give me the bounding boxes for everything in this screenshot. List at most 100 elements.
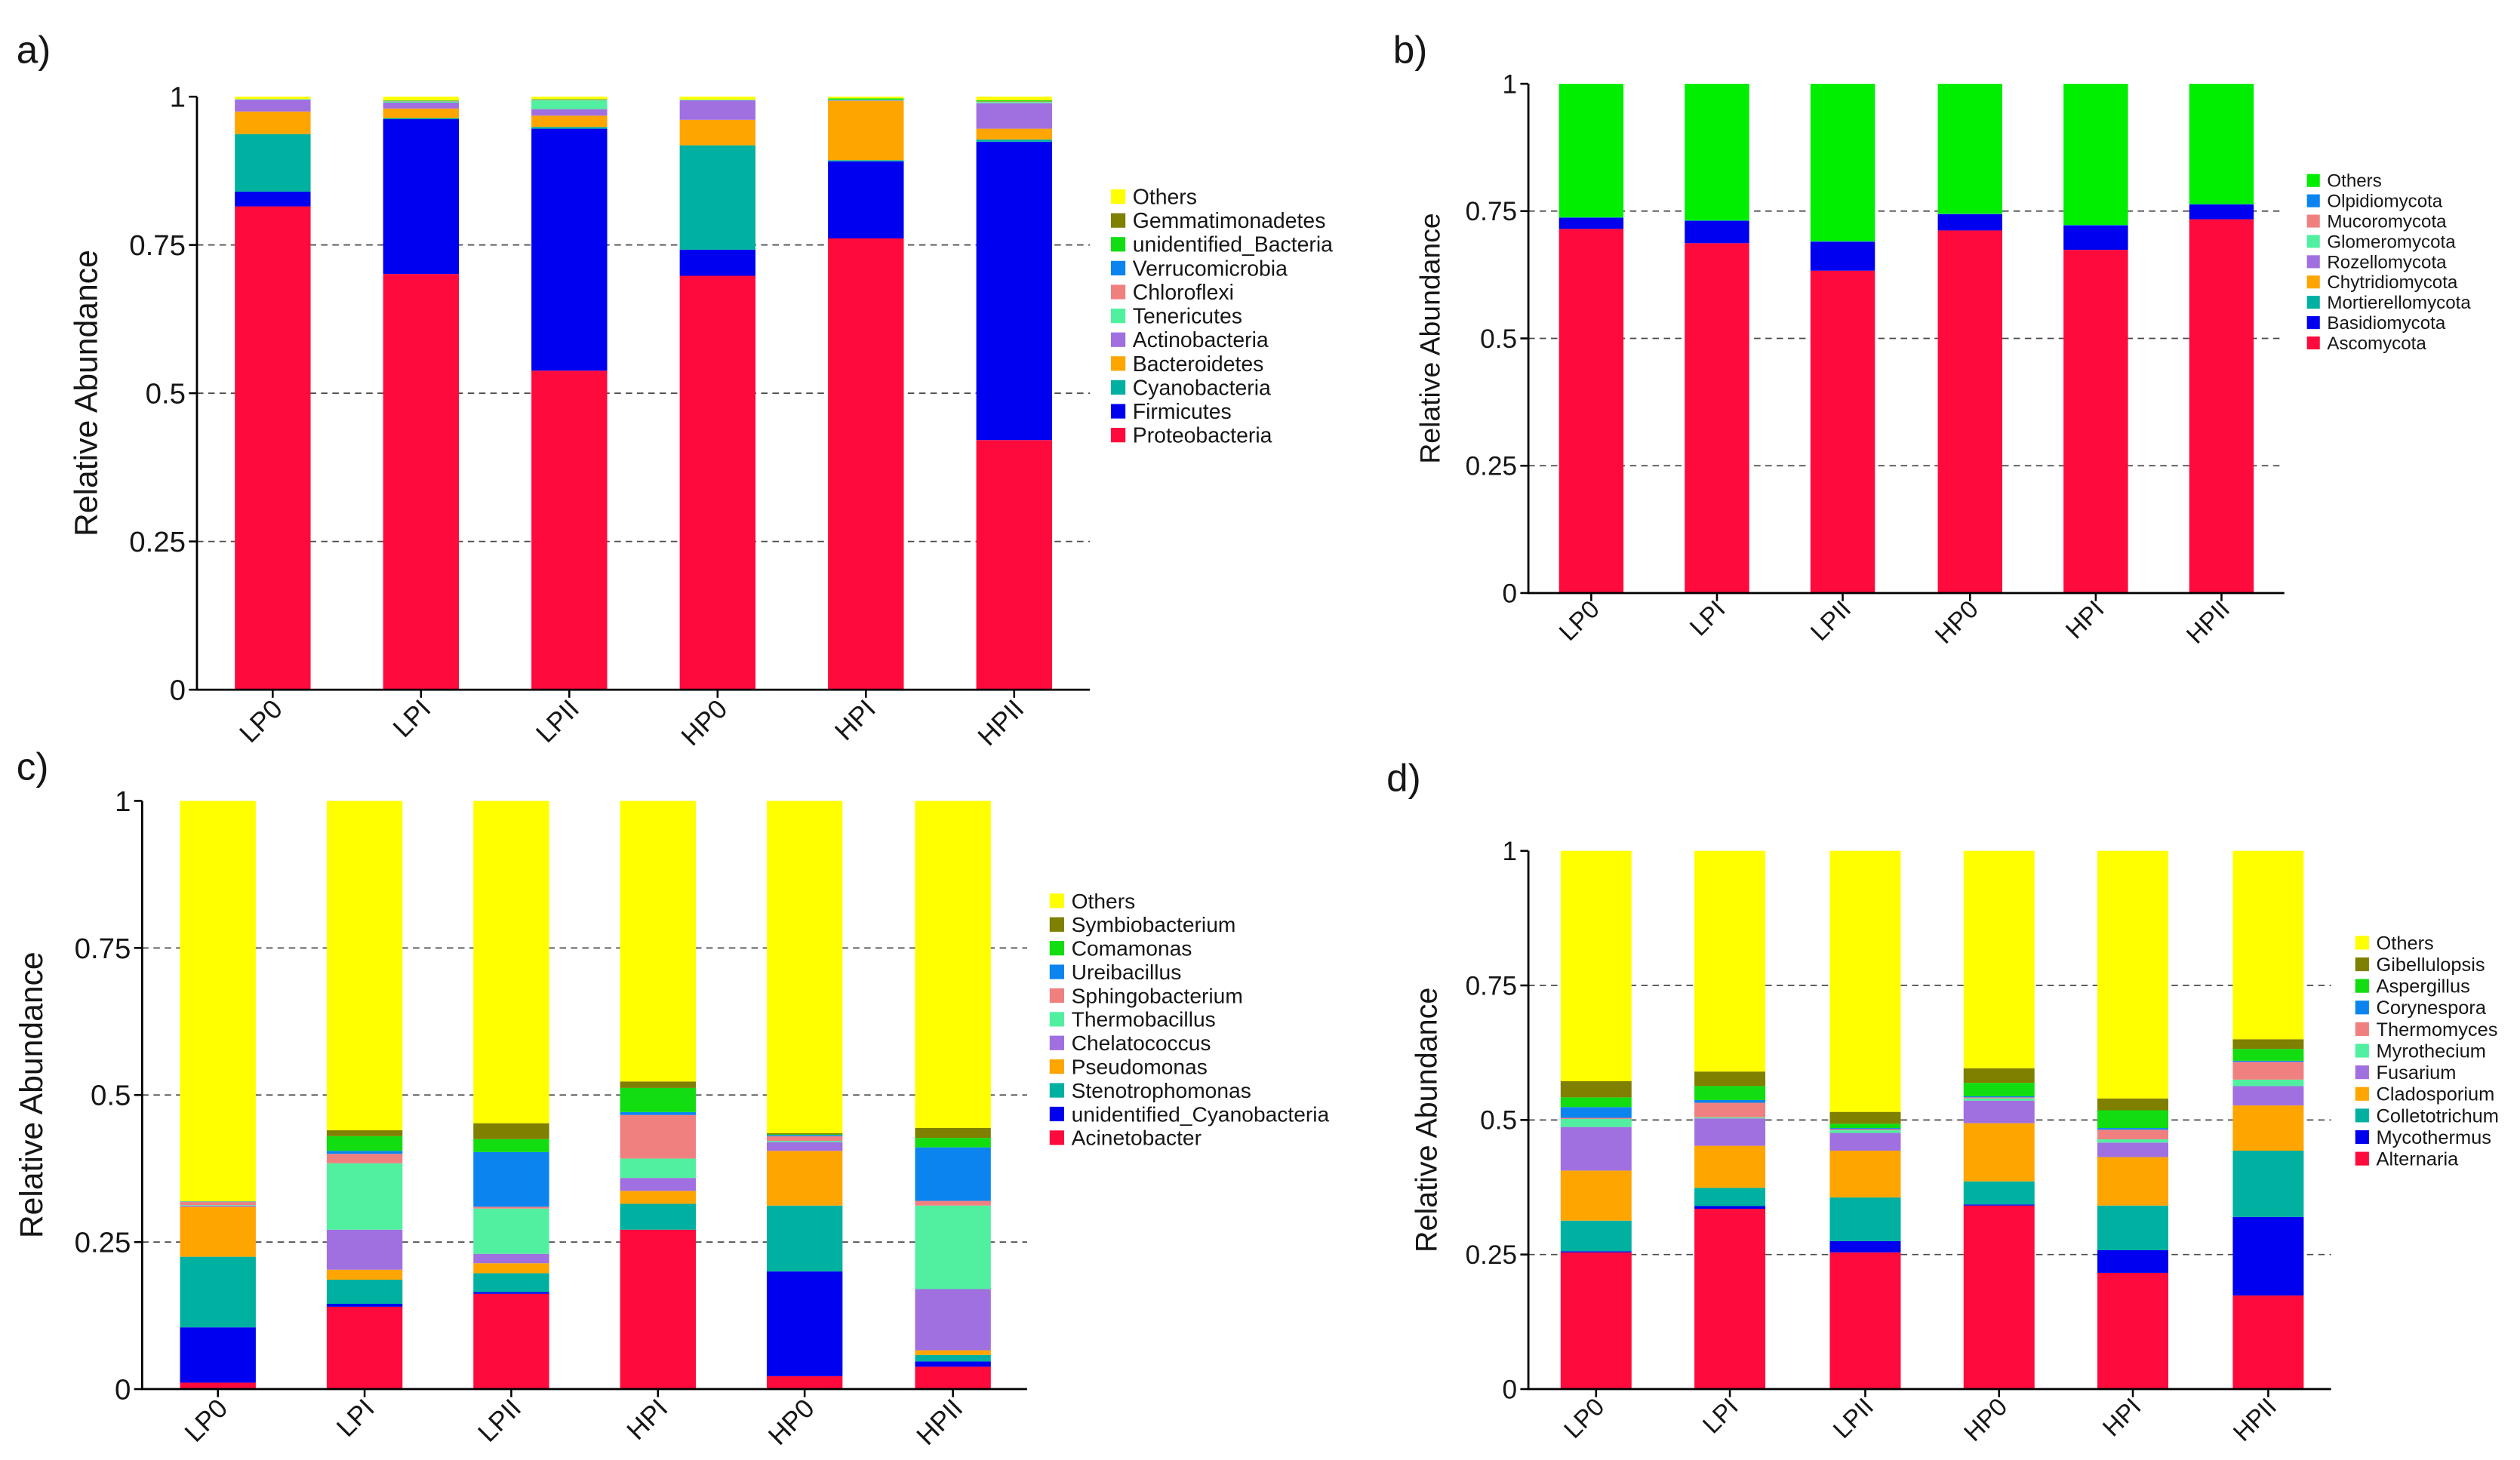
bar-segment-lpii-proteobacteria [531, 370, 608, 690]
legend-label: Ascomycota [2327, 333, 2426, 354]
bars [1560, 850, 2304, 1390]
bar-segment-hp0-myrothecium [1963, 1098, 2035, 1101]
bar-segment-lp0-ureibacillus [180, 1201, 256, 1203]
bar-segment-lpii-chelatococcus [473, 1253, 549, 1264]
bar-segment-hpii-corynespora [2232, 1060, 2304, 1062]
legend-swatch [2355, 957, 2369, 972]
legend-swatch [2306, 275, 2320, 289]
bar-segment-lpii-basidiomycota [1810, 241, 1875, 271]
bar-segment-hp0-bacteroidetes [679, 119, 756, 146]
y-tick-label: 0 [115, 1373, 131, 1406]
legend-item-others: Others [2355, 933, 2434, 954]
bar-segment-lp0-acinetobacter [180, 1382, 256, 1390]
bar-segment-hp0-ascomycota [1937, 230, 2003, 593]
legend-label: Gemmatimonadetes [1133, 209, 1326, 233]
legend-item-colletotrichum: Colletotrichum [2355, 1105, 2499, 1127]
bar-segment-hpii-ascomycota [2189, 219, 2254, 593]
bar-segment-lpi-symbiobacterium [326, 1130, 403, 1136]
legend-item-verrucomicrobia: Verrucomicrobia [1110, 257, 1288, 281]
bar-segment-lpi-ureibacillus [326, 1151, 403, 1154]
legend-swatch [1049, 988, 1065, 1004]
bar-segment-lp0-thermobacillus [180, 1205, 256, 1206]
legend-swatch [1049, 893, 1065, 908]
bar-segment-hpii-thermomyces [2232, 1062, 2304, 1080]
bar-segment-lpi-pseudomonas [326, 1269, 403, 1280]
legend-swatch [2355, 1065, 2369, 1080]
legend-swatch [2355, 1087, 2369, 1101]
bar-segment-hpi-gibellulopsis [2097, 1098, 2169, 1111]
bar-segment-lpi-fusarium [1694, 1118, 1766, 1146]
legend-label: Ureibacillus [1072, 960, 1182, 984]
legend-label: Others [2327, 171, 2381, 192]
bar-segment-hpii-actinobacteria [976, 103, 1052, 129]
legend-swatch [2306, 174, 2320, 187]
bar-segment-hpii-comamonas [915, 1138, 991, 1148]
bars [1558, 84, 2254, 593]
bar-segment-hp0-basidiomycota [1937, 214, 2003, 231]
legend-label: Colletotrichum [2377, 1105, 2499, 1127]
bar-segment-hpii-symbiobacterium [915, 1127, 991, 1139]
bar-segment-lpi-unidentified-cyanobacteria [326, 1303, 403, 1307]
bar-segment-lpi-stenotrophomonas [326, 1280, 403, 1304]
bar-segment-hpi-acinetobacter [620, 1229, 696, 1390]
bar-segment-lp0-firmicutes [235, 191, 311, 207]
legend-label: Fusarium [2377, 1062, 2457, 1083]
bar-segment-hpii-alternaria [2232, 1295, 2304, 1390]
bar-segment-hpi-cyanobacteria [828, 160, 904, 161]
legend-label: Thermomyces [2377, 1019, 2498, 1040]
bar-segment-hp0-corynespora [1963, 1096, 2035, 1098]
legend-swatch [2306, 296, 2320, 309]
bar-segment-lpi-others [383, 97, 460, 100]
bar-segment-lp0-alternaria [1560, 1252, 1632, 1390]
legend-label: Mycothermus [2377, 1127, 2491, 1148]
legend-swatch [2355, 979, 2369, 993]
bar-segment-hpii-chelatococcus [915, 1289, 991, 1351]
legend-label: Rozellomycota [2327, 252, 2447, 272]
legend-item-ascomycota: Ascomycota [2306, 333, 2426, 354]
legend-item-gemmatimonadetes: Gemmatimonadetes [1110, 209, 1326, 233]
bar-segment-hp0-ureibacillus [766, 1135, 843, 1136]
legend-label: Bacteroidetes [1133, 352, 1264, 377]
legend-swatch [2306, 316, 2320, 330]
legend-label: Gibellulopsis [2377, 954, 2485, 976]
bar-segment-lp0-cladosporium [1560, 1170, 1632, 1221]
bar-segment-hpii-ureibacillus [915, 1147, 991, 1201]
legend-label: Verrucomicrobia [1133, 257, 1288, 281]
bar-segment-lp0-cyanobacteria [235, 134, 311, 192]
bar-segment-hpi-corynespora [2097, 1128, 2169, 1130]
bar-segment-lp0-proteobacteria [235, 206, 311, 690]
bar-segment-lpi-myrothecium [1694, 1117, 1766, 1119]
panel-label: a) [17, 28, 51, 71]
legend-swatch [1110, 356, 1126, 371]
bar-segment-hpii-proteobacteria [976, 440, 1052, 690]
bar-segment-lpi-proteobacteria [383, 274, 460, 690]
y-tick-label: 0 [170, 675, 186, 707]
bar-segment-lp0-myrothecium [1560, 1118, 1632, 1127]
y-tick-label: 0.75 [75, 933, 131, 965]
bar-segment-hpii-mycothermus [2232, 1216, 2304, 1296]
bar-segment-hpi-fusarium [2097, 1142, 2169, 1157]
legend-label: Basidiomycota [2327, 313, 2445, 333]
bar-segment-hp0-stenotrophomonas [766, 1205, 843, 1272]
legend-swatch [1049, 1083, 1065, 1098]
bar-segment-hpii-others [2189, 84, 2254, 204]
bar-segment-lpi-comamonas [326, 1136, 403, 1151]
bar-segment-lpii-cyanobacteria [531, 127, 608, 129]
bar-segment-lpi-cyanobacteria [383, 118, 460, 120]
y-tick-label: 0.75 [1466, 197, 1518, 226]
bar-segment-lpi-thermomyces [1694, 1102, 1766, 1117]
bar-segment-lpii-thermomyces [1829, 1129, 1901, 1130]
legend-item-chytridiomycota: Chytridiomycota [2306, 272, 2458, 293]
legend-item-olpidiomycota: Olpidiomycota [2306, 192, 2443, 212]
bar-segment-lp0-fusarium [1560, 1127, 1632, 1171]
bar-segment-hpi-actinobacteria [828, 100, 904, 101]
legend-swatch [1049, 1130, 1065, 1145]
bar-segment-hpi-ureibacillus [620, 1111, 696, 1115]
bar-segment-lpii-unidentified-cyanobacteria [473, 1292, 549, 1294]
bar-segment-hpi-others [2063, 84, 2128, 226]
legend-item-firmicutes: Firmicutes [1110, 400, 1232, 424]
bar-segment-lp0-others [235, 97, 311, 100]
bar-segment-hpi-symbiobacterium [620, 1081, 696, 1088]
legend-swatch [2355, 1130, 2369, 1145]
